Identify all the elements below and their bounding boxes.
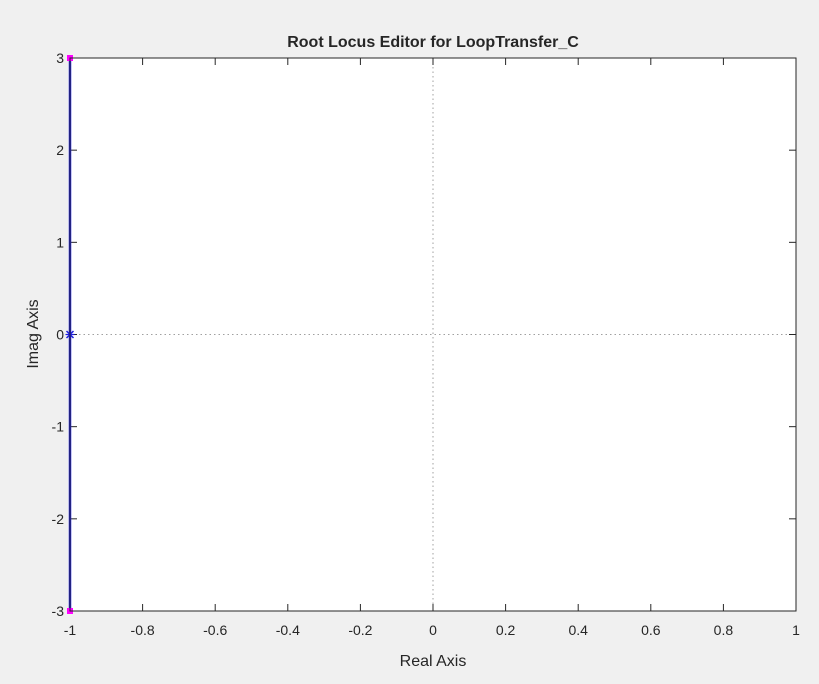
- x-tick-label: 1: [792, 622, 800, 638]
- x-tick-label: 0.6: [641, 622, 661, 638]
- x-tick-label: 0.8: [714, 622, 734, 638]
- axes-frame: [69, 57, 797, 612]
- y-tick-label: 2: [56, 142, 64, 158]
- chart-title: Root Locus Editor for LoopTransfer_C: [287, 34, 579, 51]
- y-axis-label: Imag Axis: [25, 299, 42, 368]
- x-tick-label: -0.8: [131, 622, 155, 638]
- y-tick-label: 1: [56, 234, 64, 250]
- axes-background: [70, 58, 796, 611]
- y-tick-label: -3: [52, 603, 65, 619]
- y-tick-label: -1: [52, 419, 65, 435]
- x-tick-label: -0.6: [203, 622, 227, 638]
- x-tick-label: -1: [64, 622, 77, 638]
- x-tick-label: -0.4: [276, 622, 300, 638]
- y-tick-label: 3: [56, 50, 64, 66]
- x-tick-label: 0.2: [496, 622, 516, 638]
- x-tick-label: 0: [429, 622, 437, 638]
- x-tick-label: 0.4: [568, 622, 588, 638]
- y-tick-label: -2: [52, 511, 65, 527]
- y-tick-label: 0: [56, 327, 64, 343]
- x-tick-label: -0.2: [348, 622, 372, 638]
- x-axis-label: Real Axis: [400, 653, 467, 670]
